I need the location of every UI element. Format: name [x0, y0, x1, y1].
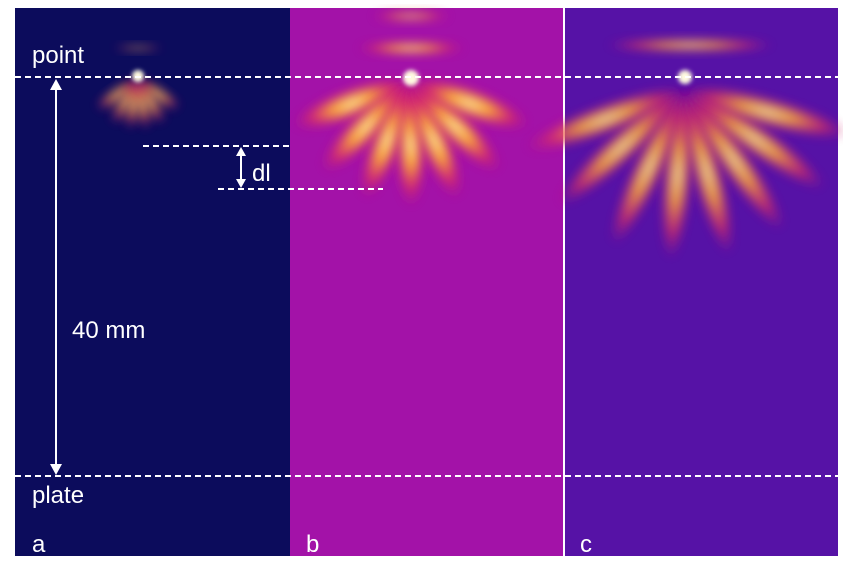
- streamer-glow: [371, 10, 451, 22]
- figure: point 40 mm dl plate a b c: [0, 0, 843, 561]
- streamer-glow: [113, 44, 163, 52]
- streamer-glow: [356, 41, 466, 55]
- streamer-glow: [605, 38, 775, 52]
- panel-label: b: [306, 531, 319, 558]
- plate-label: plate: [32, 482, 84, 509]
- dl-label: dl: [252, 160, 271, 187]
- gap-label: 40 mm: [72, 317, 145, 344]
- point-label: point: [32, 42, 84, 69]
- panel-label: a: [32, 531, 46, 558]
- panel-label: c: [580, 531, 592, 558]
